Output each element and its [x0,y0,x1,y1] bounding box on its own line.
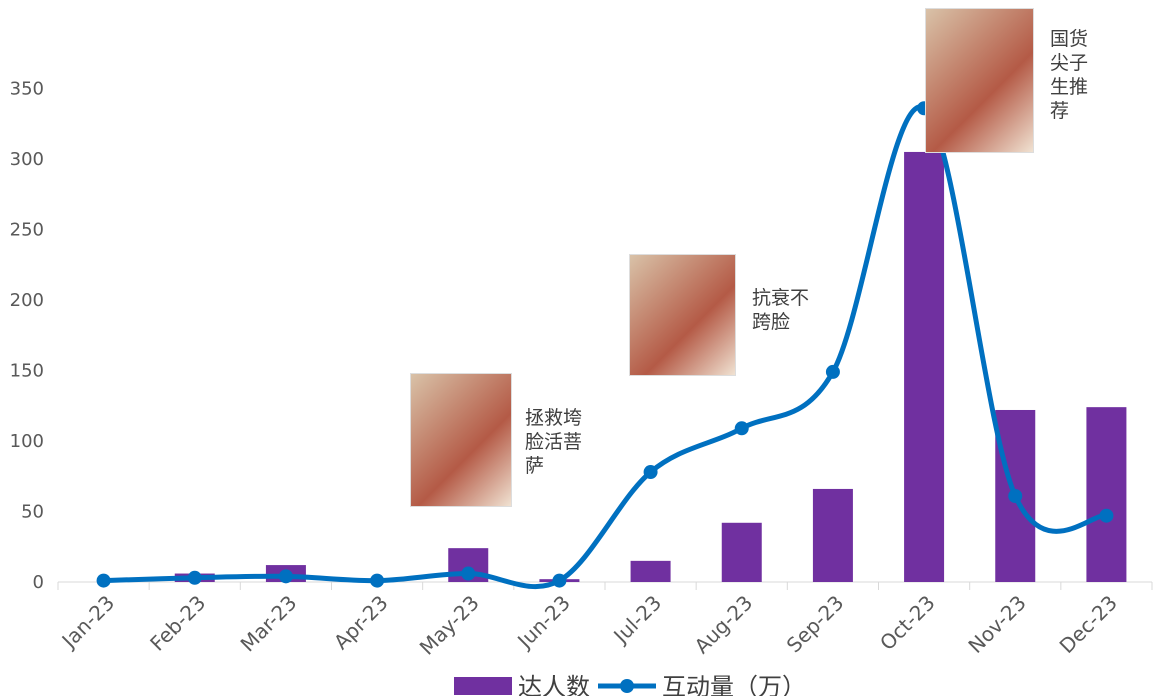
x-tick-label: Nov-23 [963,591,1030,658]
annotation-text: 抗衰不跨脸 [752,287,810,333]
annotation-image [410,373,512,507]
point [370,573,385,588]
point [643,465,658,480]
bar [904,151,945,582]
point [552,573,567,588]
legend-swatch [620,679,634,693]
point [825,364,840,379]
bar [630,560,671,582]
annotation-image [925,8,1034,153]
point [734,421,749,436]
point [278,569,293,584]
x-tick-label: Jul-23 [608,591,667,650]
x-tick-label: Sep-23 [782,591,849,658]
y-tick-label: 100 [10,431,44,452]
annotation-text: 国货尖子生推荐 [1050,28,1089,122]
y-tick-label: 350 [10,79,44,100]
bar [812,488,853,582]
annotation-image [629,254,736,376]
y-tick-label: 0 [33,572,44,593]
x-tick-label: Mar-23 [236,591,302,657]
point [96,573,111,588]
annotation-text: 拯救垮脸活菩萨 [525,407,583,477]
y-tick-label: 250 [10,220,44,241]
point [1099,508,1114,523]
point [1008,488,1023,503]
legend-label: 互动量（万） [662,673,806,696]
bar [721,522,762,582]
line [103,104,1107,590]
x-tick-label: Aug-23 [690,591,758,659]
y-tick-label: 50 [21,502,44,523]
bar [1086,407,1127,582]
x-tick-label: Oct-23 [875,591,940,656]
x-tick-label: Jun-23 [511,591,575,655]
legend-swatch [454,677,512,695]
x-tick-label: Apr-23 [329,591,393,655]
x-tick-label: May-23 [415,591,484,660]
x-tick-label: Dec-23 [1055,591,1122,658]
point [187,570,202,585]
point [461,566,476,581]
y-tick-label: 200 [10,290,44,311]
x-tick-label: Feb-23 [145,591,210,656]
y-tick-label: 300 [10,149,44,170]
legend-label: 达人数 [518,673,590,696]
x-tick-label: Jan-23 [56,591,119,654]
y-tick-label: 150 [10,361,44,382]
